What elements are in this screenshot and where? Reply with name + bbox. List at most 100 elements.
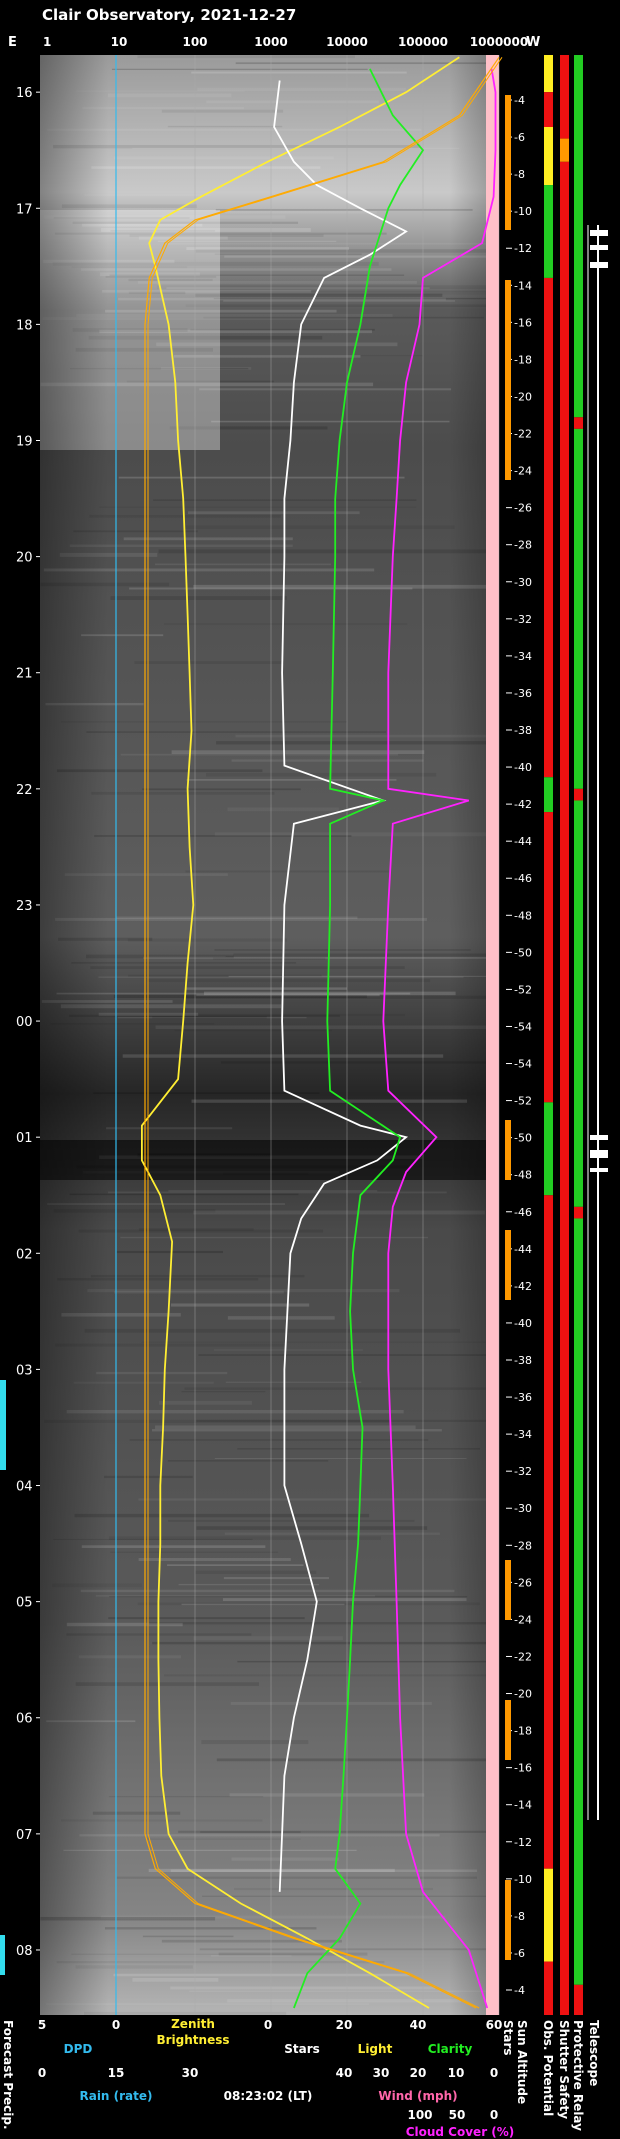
sun-altitude-label: -42 <box>514 798 532 811</box>
time-axis-label: 05 <box>16 1596 33 1611</box>
time-axis-label: 07 <box>16 1828 33 1843</box>
telescope-mark <box>590 1135 608 1140</box>
status-segment-shutter-safety <box>560 138 569 162</box>
time-axis-label: 06 <box>16 1712 33 1727</box>
wind-tick: 20 <box>410 2066 427 2080</box>
time-axis-label: 16 <box>16 86 33 101</box>
cloud-cover-label: Cloud Cover (%) <box>406 2125 515 2139</box>
wind-band <box>486 55 499 2015</box>
sun-altitude-label: -22 <box>514 1650 532 1663</box>
status-segment-obs-potential <box>544 126 553 186</box>
sun-altitude-label: -38 <box>514 1354 532 1367</box>
time-axis-label: 22 <box>16 783 33 798</box>
light-label: Light <box>358 2042 393 2056</box>
time-axis-label: 04 <box>16 1480 33 1495</box>
wind-label: Wind (mph) <box>378 2089 457 2103</box>
forecast-precip-mark <box>0 1935 5 1975</box>
status-segment-protective-relay <box>574 800 583 1207</box>
timestamp: 08:23:02 (LT) <box>224 2089 313 2103</box>
stars-tick: 20 <box>336 2018 353 2032</box>
stars-indicator-band <box>505 1880 511 1960</box>
sun-altitude-label: -38 <box>514 724 532 737</box>
wind-tick: 40 <box>336 2066 353 2080</box>
top-axis-tick-label: 10 <box>111 35 128 49</box>
status-segment-obs-potential <box>544 1195 553 1869</box>
status-segment-obs-potential <box>544 812 553 1103</box>
sun-altitude-label: -16 <box>514 1762 532 1775</box>
sun-altitude-label: -10 <box>514 1873 532 1886</box>
sun-altitude-label: -12 <box>514 1836 532 1849</box>
series-line-cloud-cover <box>382 68 497 2009</box>
time-axis-label: 20 <box>16 551 33 566</box>
time-axis-label: 23 <box>16 899 33 914</box>
series-line-zenith-brightness <box>140 56 460 2009</box>
top-axis-tick-label: 10000 <box>326 35 368 49</box>
status-segment-obs-potential <box>544 1102 553 1196</box>
rain-label: Rain (rate) <box>79 2089 152 2103</box>
status-segment-protective-relay <box>574 1984 583 2015</box>
series-line-sun-altitude <box>144 56 500 2009</box>
dpd-tick: 0 <box>112 2018 120 2032</box>
wind-tick: 30 <box>373 2066 390 2080</box>
zenith-label: Zenith <box>171 2017 215 2031</box>
status-segment-obs-potential <box>544 1961 553 2015</box>
sun-altitude-label: -10 <box>514 205 532 218</box>
sun-altitude-label: -32 <box>514 613 532 626</box>
sky-vignette <box>40 55 495 2015</box>
sun-altitude-label: -24 <box>514 465 532 478</box>
sun-altitude-label: -34 <box>514 650 532 663</box>
grid-lines <box>194 55 500 2015</box>
sun-altitude-label: -6 <box>514 1947 525 1960</box>
telescope-mark <box>590 262 608 268</box>
sun-altitude-label: -20 <box>514 1688 532 1701</box>
sun-altitude-label: -44 <box>514 1243 532 1256</box>
series-line-sun-altitude-secondary <box>147 57 503 2009</box>
telescope-mark <box>590 245 608 250</box>
sun-altitude-label: -52 <box>514 983 532 996</box>
status-segment-protective-relay <box>574 1206 583 1219</box>
status-segment-protective-relay <box>574 788 583 801</box>
sun-altitude-label: -54 <box>514 1058 532 1071</box>
stars-tick: 40 <box>410 2018 427 2032</box>
top-axis-west-label: W <box>526 35 540 50</box>
wind-tick: 0 <box>490 2066 498 2080</box>
top-axis-tick-label: 100000 <box>398 35 448 49</box>
column-label-obs-potential: Obs. Potential <box>541 2020 555 2116</box>
stars-indicator-band <box>505 1560 511 1620</box>
sun-altitude-label: -44 <box>514 835 532 848</box>
sun-altitude-label: -40 <box>514 761 532 774</box>
status-segment-protective-relay <box>574 428 583 789</box>
top-axis-east-label: E <box>8 35 17 50</box>
stars-indicator-band <box>505 280 511 480</box>
sun-altitude-label: -36 <box>514 1391 532 1404</box>
status-segment-obs-potential <box>544 55 553 93</box>
plot-area <box>40 55 503 2016</box>
column-label-telescope: Telescope <box>587 2020 601 2086</box>
time-axis-label: 19 <box>16 434 33 449</box>
sun-altitude-label: -30 <box>514 1502 532 1515</box>
time-axis: 16 17 18 19 20 21 22 23 00 01 02 03 04 05 06 07 08 <box>16 86 40 1959</box>
top-axis-tick-label: 1000 <box>254 35 287 49</box>
rain-tick: 15 <box>108 2066 125 2080</box>
dpd-tick: 5 <box>38 2018 46 2032</box>
series-line-clarity <box>293 68 425 2009</box>
top-log-axis: E W 1 10 100 1000 10000 100000 1000000 <box>8 35 540 50</box>
status-segment-obs-potential <box>544 777 553 813</box>
sun-altitude-label: -34 <box>514 1428 532 1441</box>
forecast-precip-marks <box>0 1380 6 1975</box>
top-axis-tick-label: 1 <box>43 35 51 49</box>
cloud-tick: 50 <box>449 2108 466 2122</box>
time-axis-label: 17 <box>16 202 33 217</box>
column-label-shutter-safety: Shutter Safety <box>557 2020 571 2119</box>
sun-altitude-label: -46 <box>514 872 532 885</box>
top-axis-tick-label: 1000000 <box>470 35 528 49</box>
status-segment-protective-relay <box>574 417 583 429</box>
time-axis-label: 18 <box>16 318 33 333</box>
sun-altitude-label: -6 <box>514 131 525 144</box>
status-segment-obs-potential <box>544 185 553 278</box>
sun-altitude-label: -46 <box>514 1206 532 1219</box>
telescope-mark <box>590 1150 608 1158</box>
time-axis-label: 02 <box>16 1247 33 1262</box>
